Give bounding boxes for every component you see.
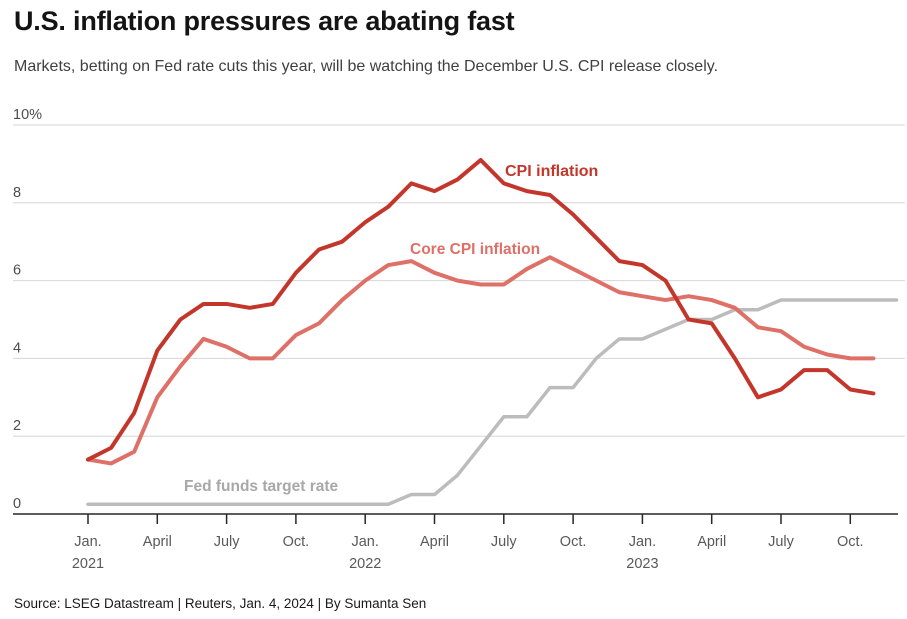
x-axis-label: Jan.	[351, 534, 378, 550]
x-axis-label: Oct.	[283, 534, 310, 550]
x-axis-label: April	[420, 534, 449, 550]
y-axis-label-4: 4	[13, 340, 21, 356]
chart-subtitle: Markets, betting on Fed rate cuts this y…	[14, 58, 719, 75]
x-axis-label: April	[143, 534, 172, 550]
series-label-cpi: CPI inflation	[505, 163, 598, 180]
x-axis-year-label: 2022	[349, 556, 381, 572]
fed-funds-line	[86, 298, 899, 507]
x-axis-year-label: 2023	[626, 556, 658, 572]
x-axis-label: Oct.	[837, 534, 864, 550]
x-axis-label: April	[697, 534, 726, 550]
series-label-core-cpi: Core CPI inflation	[410, 241, 540, 258]
x-axis-label: July	[768, 534, 795, 550]
source-note: Source: LSEG Datastream | Reuters, Jan. …	[14, 596, 427, 611]
x-axis-label: July	[491, 534, 518, 550]
series-label-fed-funds: Fed funds target rate	[184, 478, 339, 495]
y-axis-label-8: 8	[13, 185, 21, 201]
cpi-line	[86, 158, 876, 462]
y-axis-label-2: 2	[13, 418, 21, 434]
y-axis-label-6: 6	[13, 263, 21, 279]
core-cpi-line	[86, 255, 876, 466]
chart-title: U.S. inflation pressures are abating fas…	[14, 6, 515, 36]
x-axis-label: Jan.	[629, 534, 656, 550]
y-axis-label-0: 0	[13, 496, 21, 512]
x-axis-label: Jan.	[74, 534, 101, 550]
x-axis-year-label: 2021	[72, 556, 104, 572]
y-axis-label-10: 10%	[13, 107, 42, 123]
x-axis-label: Oct.	[560, 534, 587, 550]
x-axis-label: July	[214, 534, 241, 550]
